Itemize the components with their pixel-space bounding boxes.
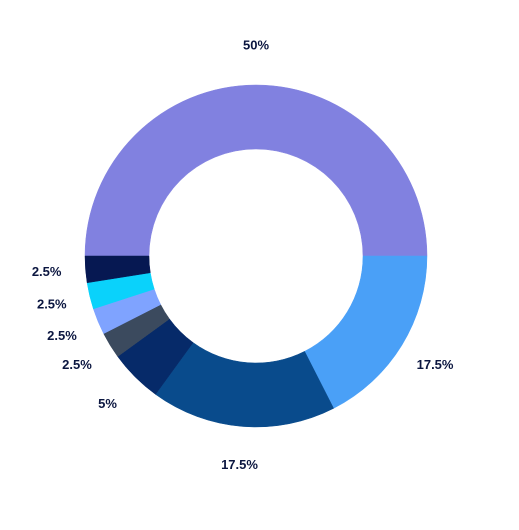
value-label: 2.5% — [62, 357, 92, 372]
donut-slice — [304, 255, 428, 409]
donut-slice — [84, 255, 151, 284]
value-label: 17.5% — [417, 357, 454, 372]
value-label: 2.5% — [37, 296, 67, 311]
value-label: 50% — [243, 37, 269, 52]
value-label: 2.5% — [47, 328, 77, 343]
value-label: 5% — [98, 396, 117, 411]
value-label: 17.5% — [221, 457, 258, 472]
donut-slice — [84, 84, 428, 257]
value-label: 2.5% — [32, 264, 62, 279]
